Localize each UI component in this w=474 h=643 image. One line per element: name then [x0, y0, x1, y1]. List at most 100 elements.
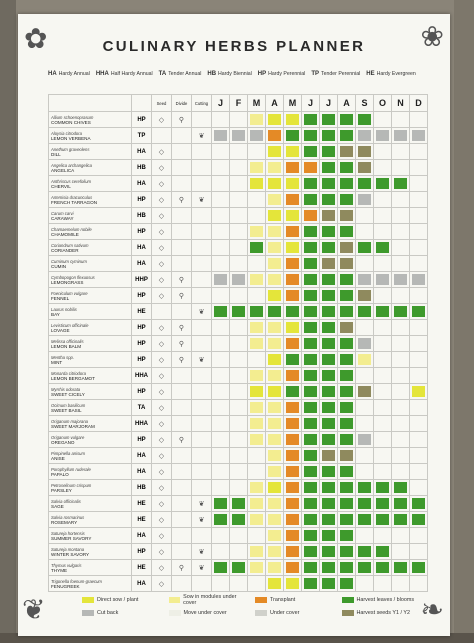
month-cell — [301, 463, 320, 480]
herb-name-cell: Mentha spp. MINT — [48, 351, 132, 368]
leaf-icon: ❦ — [198, 308, 205, 316]
activity-block-sow — [286, 146, 299, 157]
month-cell — [301, 431, 320, 448]
herb-scientific-name: Coriandrum sativum — [51, 242, 89, 248]
activity-block-hvl — [304, 466, 317, 477]
month-cell — [265, 223, 284, 240]
activity-block-mod — [250, 514, 263, 525]
herb-scientific-name: Salvia officinalis — [51, 498, 81, 504]
month-cell — [229, 559, 248, 576]
month-cell — [211, 127, 230, 144]
activity-block-cut — [412, 274, 425, 285]
month-cell — [265, 479, 284, 496]
month-cell — [391, 271, 410, 288]
activity-block-hvl — [232, 562, 245, 573]
propagation-cell — [171, 223, 192, 240]
month-cell — [229, 495, 248, 512]
propagation-cell — [171, 575, 192, 592]
month-cell — [211, 175, 230, 192]
month-cell — [301, 175, 320, 192]
herb-type: HB — [131, 159, 152, 176]
herb-row: Anethum graveolens DILL HA ◇ — [48, 143, 428, 160]
activity-block-trn — [268, 130, 281, 141]
herb-row: Allium schoenoprasum COMMON CHIVES HP ◇ ⚲ — [48, 111, 428, 128]
header-blank — [48, 94, 132, 112]
month-cell — [355, 271, 374, 288]
month-cell — [409, 511, 428, 528]
month-cell — [409, 319, 428, 336]
month-cell — [391, 351, 410, 368]
propagation-cell — [171, 479, 192, 496]
month-cell — [319, 303, 338, 320]
activity-block-mod — [268, 530, 281, 541]
herb-type: HP — [131, 191, 152, 208]
month-cell — [301, 207, 320, 224]
month-cell — [391, 127, 410, 144]
month-cell — [265, 511, 284, 528]
month-cell — [319, 239, 338, 256]
activity-block-hvl — [322, 466, 335, 477]
month-cell — [409, 271, 428, 288]
propagation-cell — [191, 207, 212, 224]
propagation-cell — [191, 143, 212, 160]
activity-block-hvl — [286, 354, 299, 365]
month-cell — [391, 447, 410, 464]
month-cell — [283, 287, 302, 304]
activity-block-hvl — [358, 482, 371, 493]
propagation-cell: ◇ — [151, 367, 172, 384]
activity-block-hvl — [304, 274, 317, 285]
propagation-cell: ◇ — [151, 351, 172, 368]
legend-label: Sow in modules under cover — [183, 594, 237, 606]
propagation-cell — [191, 319, 212, 336]
activity-block-hvl — [340, 178, 353, 189]
month-cell — [265, 431, 284, 448]
activity-block-hvl — [322, 498, 335, 509]
seed-icon: ◇ — [158, 548, 165, 556]
month-cell — [337, 559, 356, 576]
herb-common-name: PARSLEY — [51, 487, 72, 493]
trowel-icon: ⚲ — [178, 292, 185, 300]
herb-scientific-name: Petroselinum crispum — [51, 482, 92, 488]
propagation-cell: ⚲ — [171, 431, 192, 448]
activity-block-mod — [268, 274, 281, 285]
month-cell — [229, 303, 248, 320]
activity-block-mod — [250, 402, 263, 413]
activity-block-mod — [268, 562, 281, 573]
propagation-cell — [171, 239, 192, 256]
herb-row: Origanum vulgare OREGANO HP ◇ ⚲ — [48, 431, 428, 448]
month-cell — [211, 543, 230, 560]
propagation-cell — [171, 447, 192, 464]
month-cell — [391, 207, 410, 224]
legend-item-und: Under cover — [255, 610, 336, 616]
month-cell — [301, 495, 320, 512]
month-cell — [229, 575, 248, 592]
activity-block-hvl — [214, 306, 227, 317]
activity-block-trn — [286, 194, 299, 205]
activity-block-hvl — [340, 130, 353, 141]
month-cell — [211, 511, 230, 528]
activity-block-hvl — [304, 530, 317, 541]
activity-block-hvl — [358, 306, 371, 317]
trowel-icon: ⚲ — [178, 276, 185, 284]
propagation-cell — [191, 479, 212, 496]
leaf-icon: ❦ — [198, 516, 205, 524]
month-cell — [265, 159, 284, 176]
month-cell — [211, 207, 230, 224]
parsley-sprig-illustration: ✿ — [24, 23, 48, 54]
activity-block-hvl — [340, 354, 353, 365]
month-cell — [409, 367, 428, 384]
herb-name-cell: Satureja hortensis SUMMER SAVORY — [48, 527, 132, 544]
herb-common-name: LEMONGRASS — [51, 279, 84, 285]
key-code: TP — [311, 71, 320, 77]
month-cell — [319, 431, 338, 448]
activity-block-hvl — [376, 242, 389, 253]
month-cell — [373, 143, 392, 160]
month-cell — [409, 159, 428, 176]
activity-block-cut — [214, 130, 227, 141]
herb-name-cell: Laurus nobilis BAY — [48, 303, 132, 320]
month-cell — [391, 575, 410, 592]
activity-block-sow — [268, 482, 281, 493]
month-cell — [409, 303, 428, 320]
month-cell — [283, 127, 302, 144]
propagation-cell: ⚲ — [171, 271, 192, 288]
